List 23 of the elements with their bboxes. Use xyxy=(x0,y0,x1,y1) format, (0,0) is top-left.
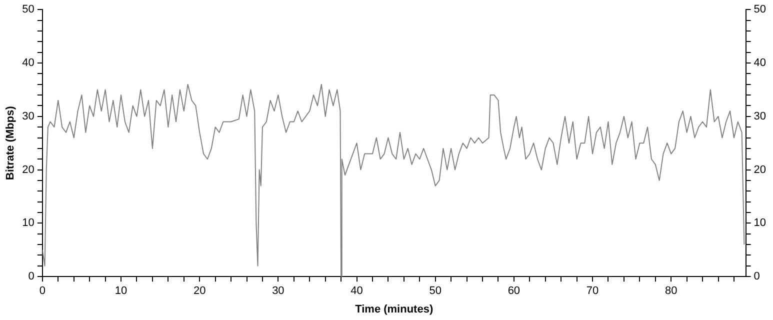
y-tick-label: 10 xyxy=(22,217,34,230)
x-tick-label: 10 xyxy=(114,285,128,298)
y-tick-label: 50 xyxy=(22,4,34,16)
y-tick-label: 40 xyxy=(22,57,34,70)
y2-tick-label: 20 xyxy=(754,164,766,176)
y2-tick-label: 30 xyxy=(754,110,766,122)
y-axis-title: Bitrate (Mbps) xyxy=(4,106,17,180)
x-tick-label: 40 xyxy=(350,285,363,298)
x-tick-label: 0 xyxy=(39,285,46,298)
x-tick-label: 20 xyxy=(193,285,206,298)
x-tick-label: 80 xyxy=(664,285,678,298)
y2-tick-label: 0 xyxy=(754,270,760,283)
y-tick-label: 30 xyxy=(22,110,34,122)
y-tick-label: 20 xyxy=(22,164,34,176)
x-tick-label: 50 xyxy=(429,285,442,298)
y-tick-label: 0 xyxy=(28,270,34,283)
x-tick-label: 30 xyxy=(272,285,284,298)
x-tick-label: 60 xyxy=(508,285,520,298)
y2-tick-label: 10 xyxy=(754,217,766,230)
y2-tick-label: 50 xyxy=(754,4,766,16)
x-axis-title: Time (minutes) xyxy=(355,303,434,316)
x-tick-label: 70 xyxy=(586,285,599,298)
y2-tick-label: 40 xyxy=(754,57,766,70)
